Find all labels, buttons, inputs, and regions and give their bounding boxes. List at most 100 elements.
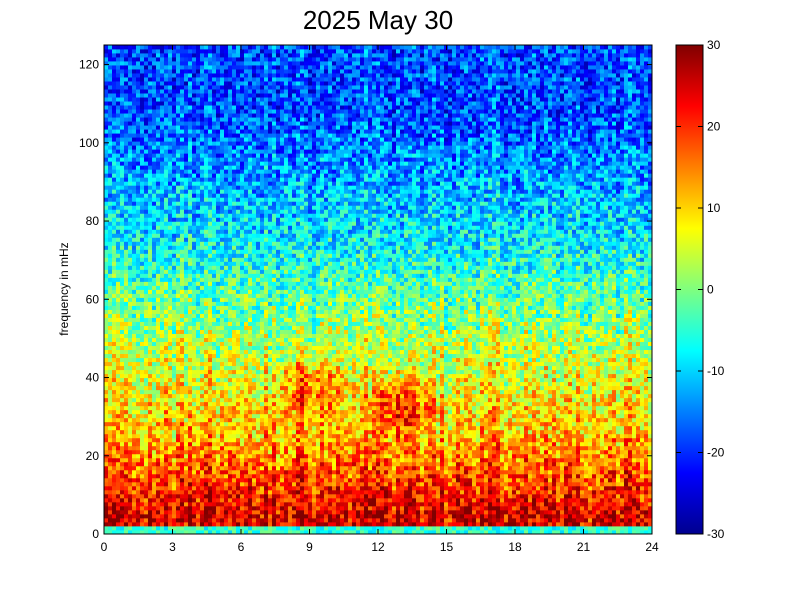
heatmap-cell [156, 73, 161, 78]
heatmap-cell [148, 221, 153, 226]
heatmap-cell [128, 521, 133, 527]
heatmap-cell [124, 273, 129, 278]
heatmap-cell [152, 289, 157, 294]
heatmap-cell [148, 201, 153, 206]
heatmap-cell [124, 301, 129, 306]
heatmap-cell [264, 477, 269, 483]
heatmap-cell [108, 177, 113, 182]
heatmap-cell [220, 53, 225, 58]
heatmap-cell [248, 173, 253, 178]
heatmap-cell [220, 245, 225, 250]
heatmap-cell [164, 285, 169, 290]
heatmap-cell [188, 297, 193, 302]
heatmap-cell [160, 201, 165, 206]
heatmap-cell [104, 293, 109, 298]
heatmap-cell [232, 317, 237, 322]
heatmap-cell [240, 45, 245, 50]
heatmap-cell [244, 509, 249, 515]
heatmap-cell [260, 65, 265, 70]
heatmap-cell [240, 77, 245, 82]
heatmap-cell [204, 181, 209, 186]
heatmap-cell [196, 213, 201, 218]
heatmap-cell [160, 129, 165, 134]
heatmap-cell [132, 277, 137, 282]
heatmap-cell [120, 181, 125, 186]
heatmap-cell [228, 201, 233, 206]
heatmap-cell [116, 461, 121, 467]
heatmap-cell [220, 133, 225, 138]
heatmap-cell [204, 401, 209, 407]
heatmap-cell [244, 517, 249, 523]
heatmap-cell [144, 149, 149, 154]
heatmap-cell [260, 349, 265, 355]
heatmap-cell [132, 481, 137, 487]
heatmap-cell [192, 245, 197, 250]
heatmap-cell [244, 457, 249, 463]
heatmap-cell [248, 61, 253, 66]
heatmap-cell [252, 421, 257, 427]
heatmap-cell [208, 289, 213, 294]
heatmap-cell [204, 209, 209, 214]
heatmap-cell [256, 157, 261, 162]
heatmap-cell [116, 233, 121, 238]
heatmap-cell [168, 381, 173, 387]
heatmap-cell [220, 121, 225, 126]
heatmap-cell [160, 65, 165, 70]
heatmap-cell [236, 189, 241, 194]
heatmap-cell [144, 313, 149, 318]
heatmap-cell [144, 241, 149, 246]
heatmap-cell [228, 401, 233, 407]
heatmap-cell [124, 405, 129, 411]
heatmap-cell [204, 237, 209, 242]
heatmap-cell [232, 81, 237, 86]
heatmap-cell [168, 241, 173, 246]
heatmap-cell [192, 501, 197, 507]
heatmap-cell [260, 57, 265, 62]
heatmap-cell [140, 441, 145, 447]
heatmap-cell [220, 217, 225, 222]
heatmap-cell [228, 285, 233, 290]
heatmap-cell [176, 273, 181, 278]
heatmap-cell [228, 317, 233, 322]
heatmap-cell [156, 389, 161, 395]
heatmap-cell [124, 309, 129, 314]
heatmap-cell [264, 509, 269, 515]
heatmap-cell [172, 293, 177, 298]
heatmap-cell [140, 57, 145, 62]
heatmap-cell [144, 69, 149, 74]
heatmap-cell [136, 277, 141, 282]
heatmap-cell [108, 285, 113, 290]
heatmap-cell [200, 397, 205, 403]
heatmap-cell [200, 201, 205, 206]
heatmap-cell [140, 445, 145, 451]
heatmap-cell [232, 337, 237, 343]
heatmap-cell [224, 45, 229, 50]
heatmap-cell [228, 521, 233, 527]
heatmap-cell [228, 365, 233, 371]
heatmap-cell [212, 261, 217, 266]
heatmap-cell [244, 193, 249, 198]
heatmap-cell [156, 449, 161, 455]
heatmap-cell [212, 205, 217, 210]
heatmap-cell [264, 369, 269, 375]
heatmap-cell [236, 505, 241, 511]
heatmap-cell [160, 381, 165, 387]
heatmap-cell [184, 421, 189, 427]
heatmap-cell [188, 441, 193, 447]
heatmap-cell [140, 377, 145, 383]
heatmap-cell [256, 429, 261, 435]
heatmap-cell [144, 101, 149, 106]
heatmap-cell [164, 325, 169, 330]
heatmap-cell [196, 97, 201, 102]
heatmap-cell [152, 197, 157, 202]
heatmap-cell [232, 353, 237, 359]
heatmap-cell [244, 341, 249, 347]
heatmap-cell [252, 357, 257, 363]
heatmap-cell [116, 445, 121, 451]
heatmap-cell [144, 493, 149, 499]
heatmap-cell [204, 445, 209, 451]
heatmap-cell [220, 381, 225, 387]
heatmap-cell [112, 345, 117, 351]
heatmap-cell [216, 349, 221, 355]
heatmap-cell [240, 117, 245, 122]
